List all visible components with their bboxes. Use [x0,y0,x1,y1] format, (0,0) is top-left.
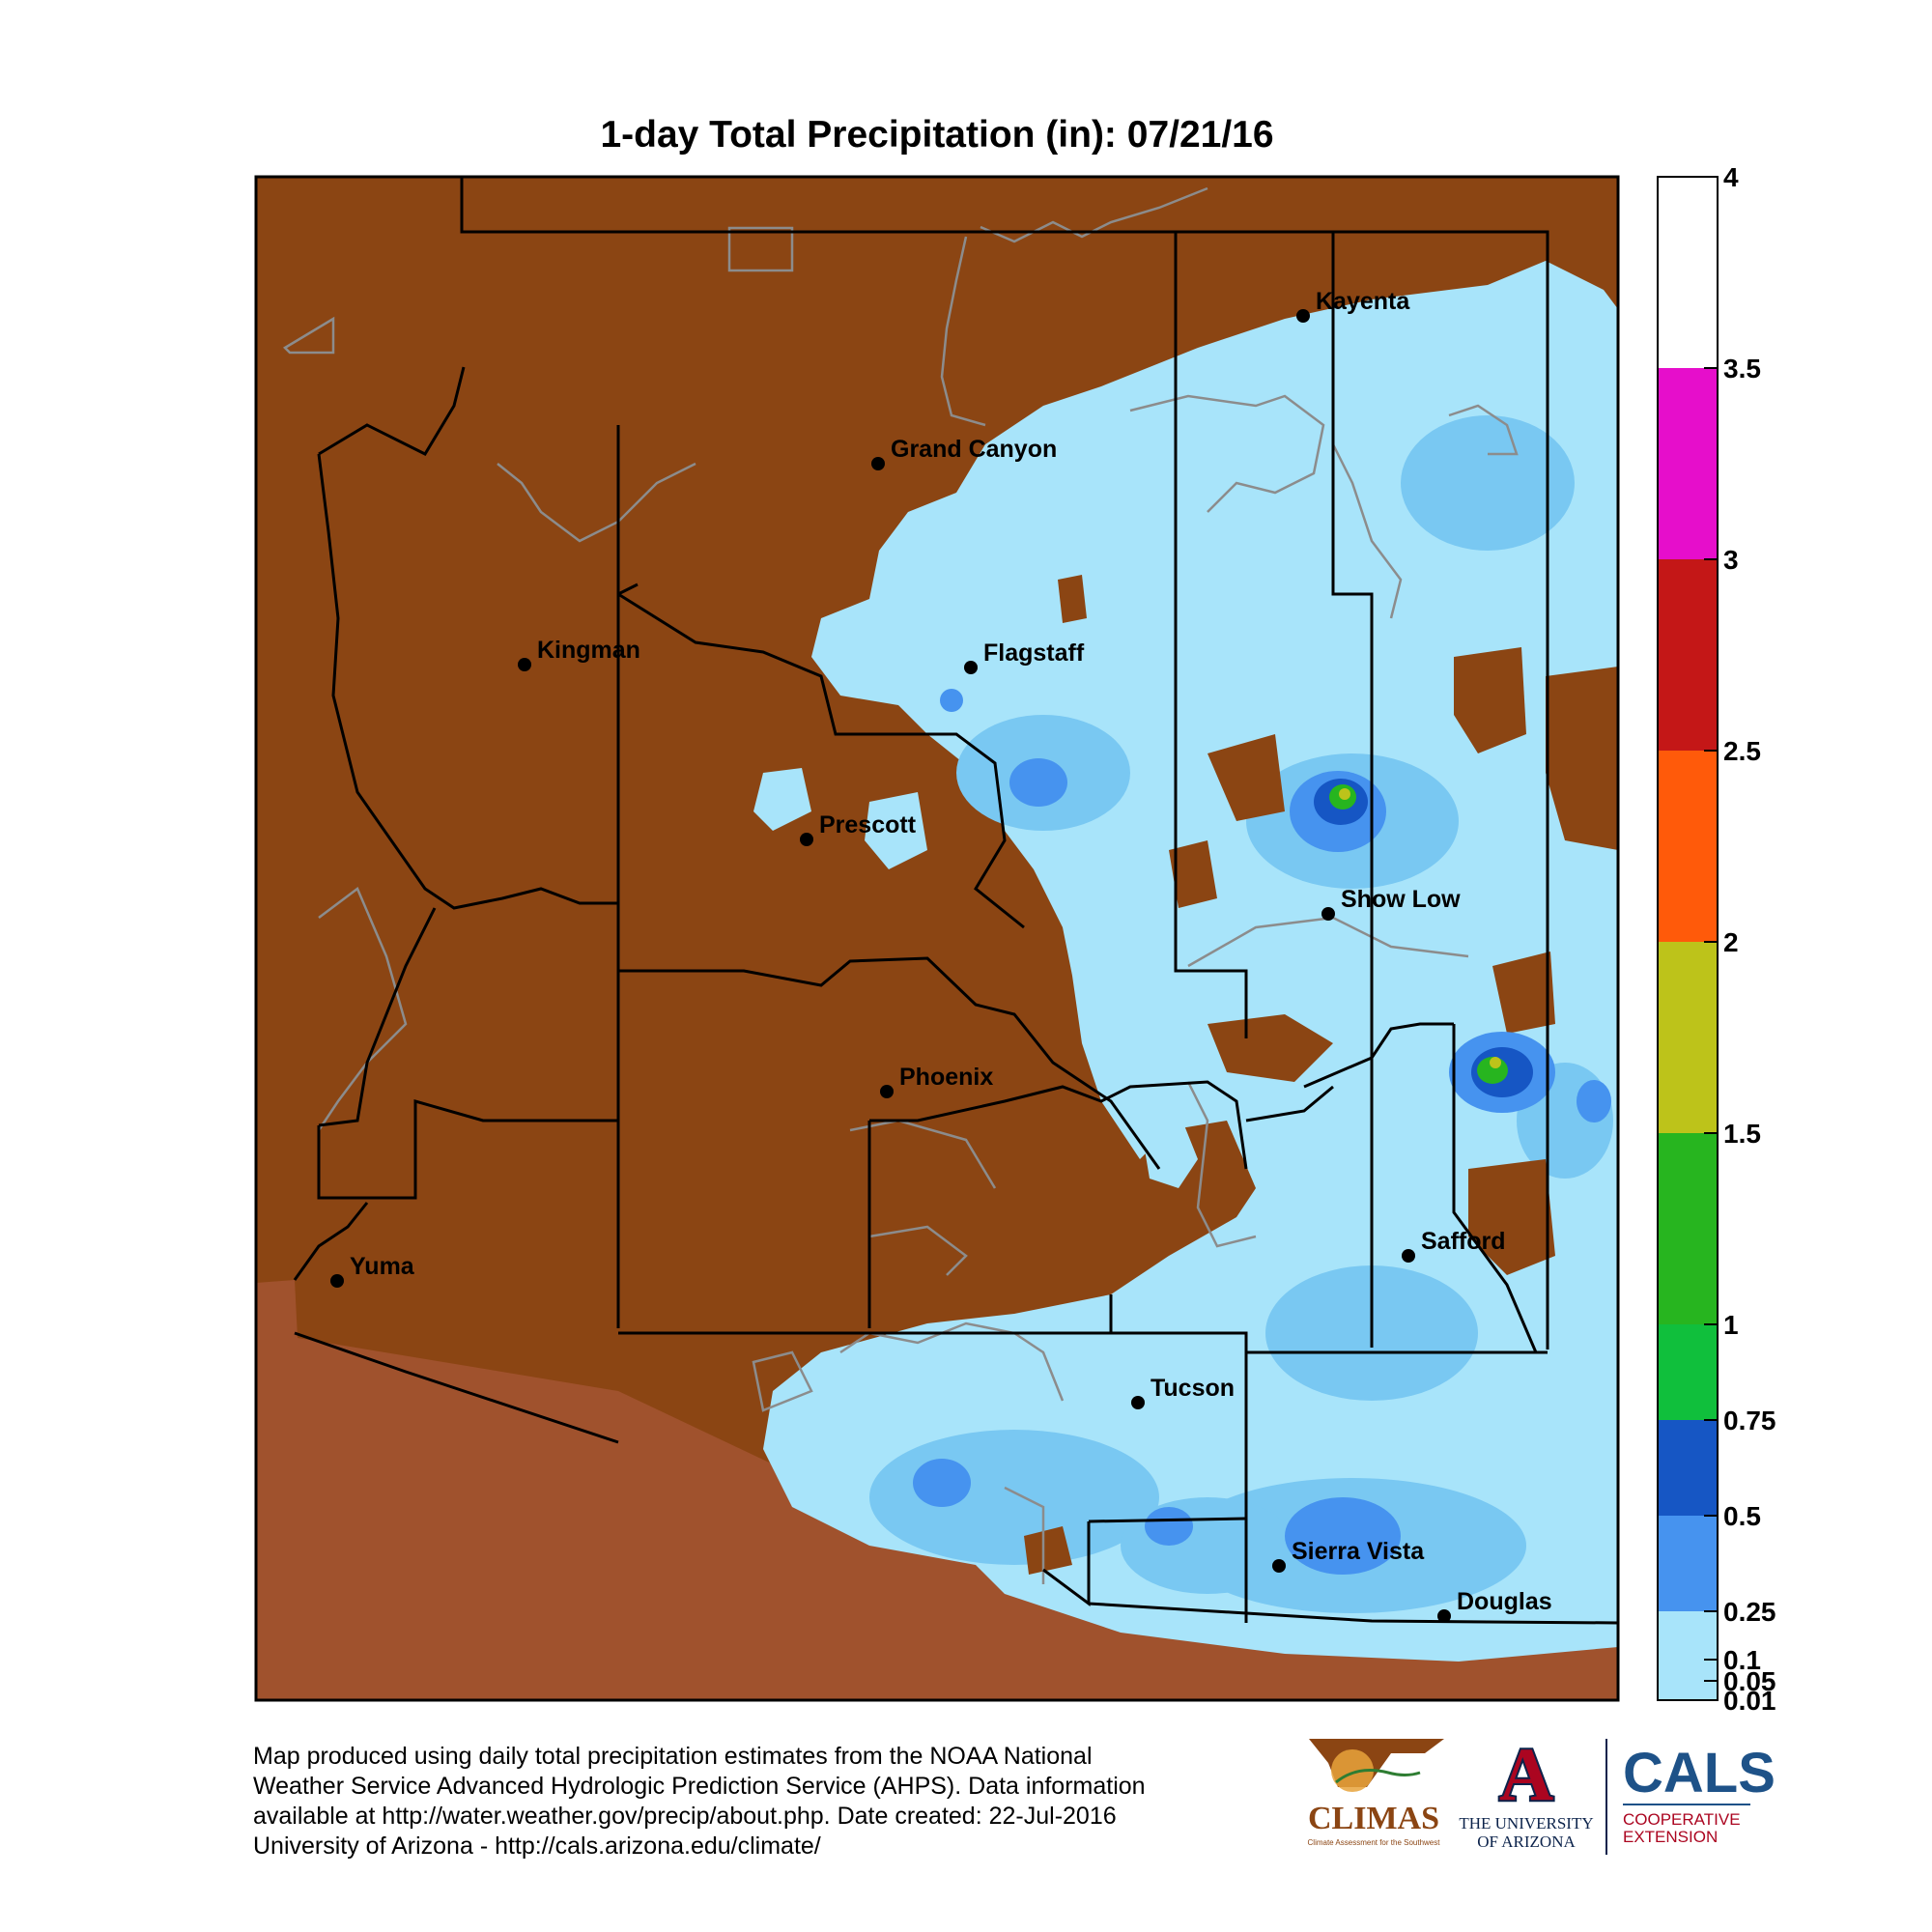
legend-tick-label: 0.05 [1723,1666,1776,1696]
city-yuma: Yuma [330,1253,415,1288]
city-label-flagstaff: Flagstaff [983,639,1085,667]
legend-bin-8 [1658,1516,1718,1611]
legend-tick-label: 3.5 [1723,354,1761,384]
legend-bin-4 [1658,942,1718,1133]
city-douglas: Douglas [1437,1588,1552,1623]
map-credits: Map produced using daily total precipita… [253,1742,1316,1861]
legend-tick-label: 2.5 [1723,736,1761,766]
city-label-grand-canyon: Grand Canyon [891,436,1057,463]
map-frame [254,175,1620,1702]
city-kayenta: Kayenta [1296,288,1410,323]
city-grand-canyon: Grand Canyon [871,436,1057,470]
county-boundaries [293,177,1618,1625]
city-label-tucson: Tucson [1151,1375,1235,1402]
ua-letter-mark: A [1499,1734,1553,1816]
legend-tick-label: 1.5 [1723,1119,1761,1149]
legend-bin-7 [1658,1420,1718,1516]
climas-logo-mark [1309,1739,1444,1787]
city-label-kayenta: Kayenta [1316,288,1410,315]
land-boundaries [282,186,1519,1584]
ua-logo-line2: OF ARIZONA [1477,1833,1576,1851]
legend-tick-label: 0.75 [1723,1406,1776,1435]
city-label-safford: Safford [1421,1228,1506,1255]
city-label-phoenix: Phoenix [899,1064,993,1091]
legend-tick-label: 0.1 [1723,1645,1761,1675]
city-markers: Kayenta Grand Canyon Kingman Flagstaff P… [330,288,1552,1623]
ua-logo-line1: THE UNIVERSITY [1459,1814,1593,1833]
city-phoenix: Phoenix [880,1064,993,1098]
climas-logo: CLIMAS Climate Assessment for the Southw… [1308,1739,1444,1847]
city-label-show-low: Show Low [1341,886,1461,913]
legend-bin-2 [1658,559,1718,751]
city-sierra-vista: Sierra Vista [1272,1538,1425,1573]
legend-bin-1 [1658,368,1718,559]
city-kingman: Kingman [518,637,640,671]
legend-tick-label: 0.25 [1723,1597,1776,1627]
city-flagstaff: Flagstaff [964,639,1085,674]
cals-logo-line1: COOPERATIVE [1623,1810,1741,1829]
city-label-kingman: Kingman [537,637,640,664]
city-safford: Safford [1402,1228,1506,1263]
legend-bin-9 [1658,1611,1718,1700]
legend-bin-6 [1658,1324,1718,1420]
city-show-low: Show Low [1321,886,1461,921]
climas-logo-text: CLIMAS [1308,1801,1439,1836]
city-tucson: Tucson [1131,1375,1235,1409]
legend-tick-label: 0.01 [1723,1686,1776,1716]
legend-frame [1657,176,1719,1701]
credit-line: Map produced using daily total precipita… [253,1743,1093,1770]
credit-line: Weather Service Advanced Hydrologic Pred… [253,1773,1146,1800]
credit-line: available at http://water.weather.gov/pr… [253,1803,1117,1830]
map-title: 1-day Total Precipitation (in): 07/21/16 [600,114,1274,156]
precipitation-legend: 4 3.5 3 2.5 2 1.5 1 0.75 0.5 0.25 0.10.050.01 [1657,162,1776,1716]
dry-patches [1024,575,1618,1575]
city-label-sierra-vista: Sierra Vista [1292,1538,1425,1565]
cals-logo-line2: EXTENSION [1623,1828,1718,1846]
legend-tick-label: 0.5 [1723,1501,1761,1531]
legend-tick-label: 1 [1723,1310,1739,1340]
city-prescott: Prescott [800,811,917,846]
precip-heavy-spots [913,689,1611,1575]
city-label-prescott: Prescott [819,811,917,838]
cals-cooperative-extension-logo: CALS COOPERATIVE EXTENSION [1605,1739,1776,1855]
city-label-yuma: Yuma [350,1253,415,1280]
legend-bin-5 [1658,1133,1718,1324]
climas-logo-subtext: Climate Assessment for the Southwest [1308,1838,1441,1847]
cals-logo-text: CALS [1623,1742,1776,1804]
legend-tick-label: 3 [1723,545,1739,575]
legend-bin-3 [1658,751,1718,942]
city-label-douglas: Douglas [1457,1588,1552,1615]
credit-line: University of Arizona - http://cals.ariz… [253,1833,821,1860]
legend-tick-label: 4 [1723,162,1739,192]
legend-bin-0 [1658,177,1718,368]
university-of-arizona-logo: A THE UNIVERSITY OF ARIZONA [1459,1734,1593,1851]
legend-tick-label: 2 [1723,927,1739,957]
